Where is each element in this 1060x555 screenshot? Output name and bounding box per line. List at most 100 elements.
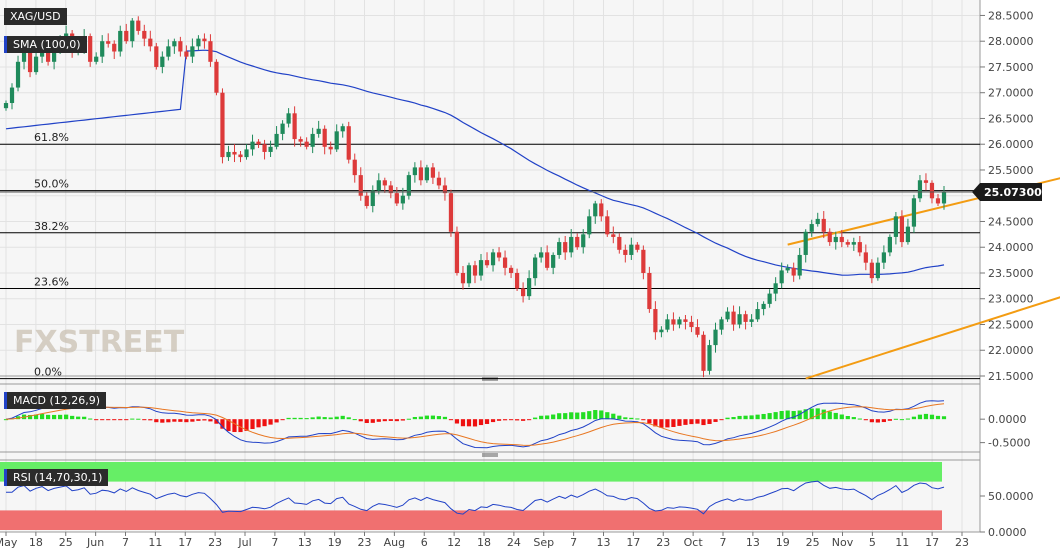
fib-level-label: 0.0% — [34, 366, 62, 379]
macd-histogram-bar — [587, 411, 592, 420]
macd-histogram-bar — [611, 413, 616, 420]
macd-histogram-bar — [454, 419, 460, 424]
candle-body — [196, 38, 201, 47]
candle-body — [292, 113, 297, 140]
candle-body — [551, 254, 556, 268]
macd-histogram-bar — [496, 419, 502, 421]
candle-body — [845, 242, 850, 245]
macd-histogram-bar — [653, 419, 658, 427]
macd-histogram-bar — [617, 415, 622, 420]
macd-histogram-bar — [647, 419, 652, 424]
candle-body — [514, 272, 520, 289]
candle-body — [635, 244, 640, 250]
x-tick-label: 17 — [178, 536, 192, 549]
macd-histogram-bar — [490, 419, 496, 423]
x-tick-label: Jul — [237, 536, 251, 549]
y-tick-label: 28.0000 — [988, 35, 1034, 48]
fib-level-label: 23.6% — [34, 275, 69, 288]
macd-histogram-bar — [508, 419, 514, 421]
macd-histogram-bar — [76, 416, 81, 420]
candle-body — [3, 103, 9, 109]
candle-body — [454, 231, 460, 273]
y-tick-label: 27.5000 — [988, 61, 1034, 74]
macd-histogram-bar — [33, 414, 39, 420]
rsi-y-tick-label: 0.0000 — [988, 526, 1027, 539]
macd-histogram-bar — [635, 418, 640, 420]
candle-body — [659, 329, 664, 333]
candle-body — [448, 193, 454, 232]
y-tick-label: 25.5000 — [988, 164, 1034, 177]
macd-histogram-bar — [701, 419, 706, 426]
macd-histogram-bar — [923, 413, 929, 420]
candle-body — [689, 321, 694, 328]
macd-histogram-bar — [334, 416, 339, 420]
rsi-label: RSI (14,70,30,1) — [4, 469, 109, 486]
candle-body — [298, 139, 303, 142]
macd-histogram-bar — [214, 419, 219, 424]
candle-body — [593, 203, 598, 217]
macd-histogram-bar — [232, 419, 237, 433]
x-tick-label: 17 — [626, 536, 640, 549]
candle-body — [611, 234, 616, 237]
macd-histogram-bar — [569, 412, 574, 420]
candle-body — [533, 257, 538, 279]
x-tick-label: Aug — [384, 536, 405, 549]
candle-body — [701, 334, 706, 371]
candle-body — [382, 180, 387, 186]
x-tick-label: 18 — [29, 536, 43, 549]
macd-histogram-bar — [298, 417, 303, 420]
candle-body — [328, 146, 333, 150]
x-tick-label: 23 — [656, 536, 670, 549]
candle-body — [725, 311, 730, 320]
macd-histogram-bar — [827, 411, 832, 420]
macd-histogram-bar — [51, 414, 57, 420]
candle-body — [346, 126, 351, 160]
macd-histogram-bar — [785, 410, 790, 420]
macd-histogram-bar — [779, 411, 784, 420]
candle-body — [641, 249, 646, 273]
macd-histogram-bar — [803, 409, 808, 420]
candle-body — [310, 133, 315, 147]
fib-level-label: 61.8% — [34, 131, 69, 144]
macd-histogram-bar — [887, 419, 892, 421]
candle-body — [148, 38, 153, 47]
macd-histogram-bar — [935, 415, 941, 420]
y-tick-label: 26.0000 — [988, 138, 1034, 151]
sma-label: SMA (100,0) — [4, 36, 87, 53]
x-tick-label: 7 — [122, 536, 129, 549]
candle-body — [376, 180, 381, 191]
candle-body — [671, 319, 676, 325]
macd-histogram-bar — [418, 416, 423, 420]
x-tick-label: May — [0, 536, 18, 549]
candle-body — [749, 319, 754, 322]
macd-histogram-bar — [3, 419, 9, 421]
y-tick-label: 21.5000 — [988, 370, 1034, 383]
candle-body — [460, 272, 466, 284]
candle-body — [430, 167, 436, 178]
macd-histogram-bar — [575, 412, 580, 420]
macd-line — [5, 400, 945, 449]
candle-body — [33, 56, 39, 73]
macd-histogram-bar — [731, 417, 736, 420]
candle-body — [605, 216, 610, 235]
macd-histogram-bar — [719, 419, 724, 421]
candle-body — [472, 265, 478, 276]
macd-histogram-bar — [142, 419, 147, 421]
macd-histogram-bar — [340, 415, 345, 420]
candle-body — [166, 46, 171, 57]
candle-body — [785, 267, 790, 271]
macd-histogram-bar — [833, 412, 838, 420]
macd-histogram-bar — [262, 419, 267, 427]
macd-histogram-bar — [809, 408, 814, 420]
macd-histogram-bar — [845, 415, 850, 420]
macd-histogram-bar — [130, 418, 135, 420]
macd-histogram-bar — [226, 419, 231, 432]
macd-histogram-bar — [202, 419, 207, 421]
candle-body — [124, 30, 129, 42]
macd-histogram-bar — [220, 419, 225, 429]
candle-body — [923, 180, 929, 183]
macd-histogram-bar — [39, 413, 45, 420]
candle-body — [899, 216, 905, 243]
x-tick-label: 11 — [148, 536, 162, 549]
macd-histogram-bar — [70, 415, 75, 420]
